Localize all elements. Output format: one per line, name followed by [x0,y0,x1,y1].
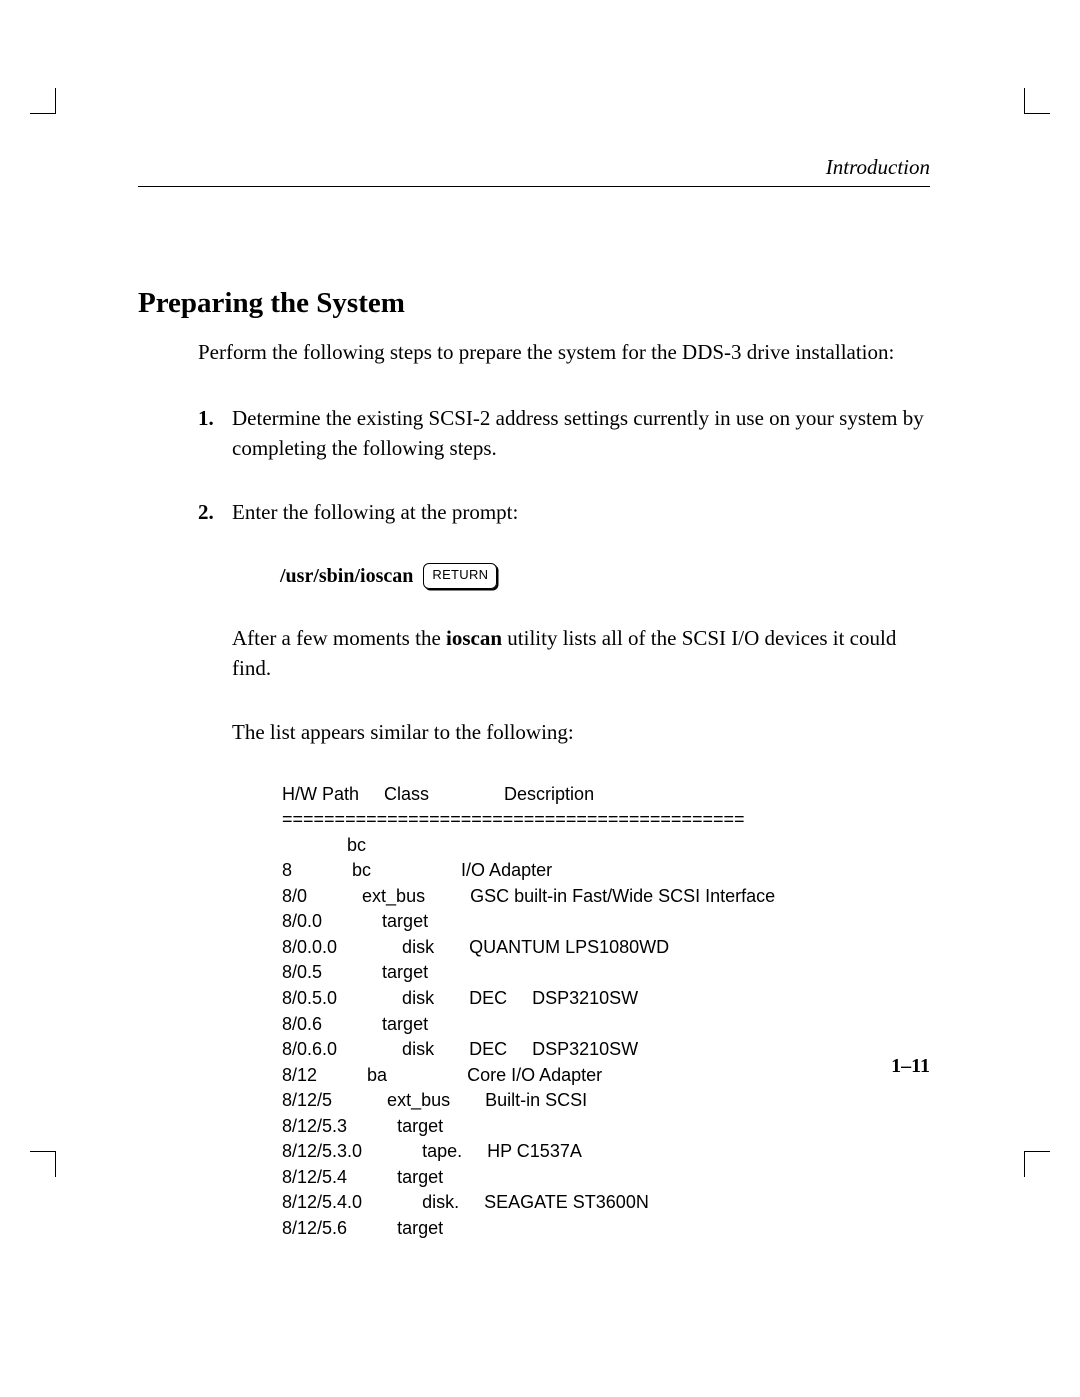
text-fragment: After a few moments the [232,626,446,650]
step-number: 1. [198,404,232,464]
crop-mark [30,1151,56,1177]
command-row: /usr/sbin/ioscan RETURN [280,562,930,590]
crop-mark [1024,88,1050,114]
page-content: Introduction Preparing the System Perfor… [138,155,930,1275]
listing-lead: The list appears similar to the followin… [232,718,930,748]
command-text: /usr/sbin/ioscan [280,562,413,590]
step-list: 1. Determine the existing SCSI-2 address… [198,404,930,1241]
section-heading: Preparing the System [138,287,930,320]
crop-mark [30,88,56,114]
step-body: Determine the existing SCSI-2 address se… [232,404,930,464]
intro-paragraph: Perform the following steps to prepare t… [198,338,930,366]
step-lead: Enter the following at the prompt: [232,498,930,528]
return-keycap: RETURN [423,563,497,588]
running-header: Introduction [138,155,930,180]
step-2: 2. Enter the following at the prompt: /u… [198,498,930,1241]
crop-mark [1024,1151,1050,1177]
step-1: 1. Determine the existing SCSI-2 address… [198,404,930,464]
page-number: 1–11 [891,1055,930,1078]
step-body: Enter the following at the prompt: /usr/… [232,498,930,1241]
step-number: 2. [198,498,232,1241]
after-paragraph: After a few moments the ioscan utility l… [232,624,930,684]
header-rule [138,186,930,187]
ioscan-listing: H/W Path Class Description =============… [282,782,930,1242]
ioscan-bold: ioscan [446,626,502,650]
